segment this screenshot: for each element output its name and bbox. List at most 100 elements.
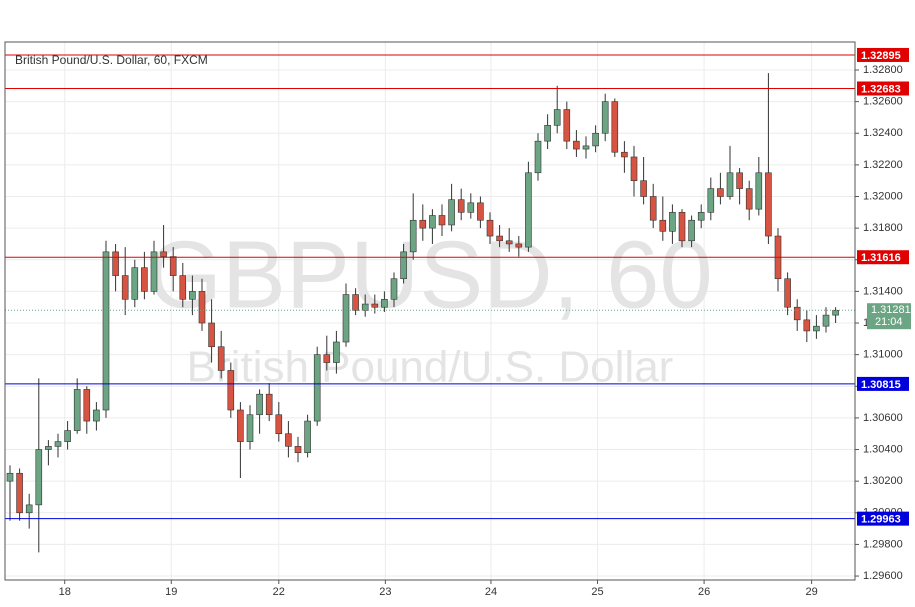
candle-body	[342, 294, 350, 343]
candle-body	[745, 188, 753, 210]
candle-body	[592, 132, 599, 147]
candle-body	[83, 389, 91, 422]
candle-body	[419, 219, 427, 229]
candle-body	[515, 243, 523, 248]
y-tick-label: 1.30600	[863, 412, 903, 424]
candle-body	[707, 188, 715, 213]
candle-body	[256, 393, 263, 416]
candle-body	[621, 151, 628, 158]
candle-body	[275, 414, 283, 435]
axes: 1.296001.298001.300001.302001.304001.306…	[59, 47, 911, 598]
candle-body	[697, 212, 705, 221]
candle-body	[352, 294, 359, 311]
candle-body	[16, 472, 23, 514]
candle-body	[169, 256, 177, 276]
candle-body	[73, 389, 81, 431]
candle-body	[333, 341, 340, 363]
x-tick-label: 26	[698, 586, 710, 598]
y-tick-label: 1.32200	[863, 159, 903, 171]
candle-body	[505, 240, 513, 245]
candle-body	[323, 354, 331, 363]
candle-body	[141, 267, 148, 292]
candle-body	[448, 199, 455, 226]
candle-body	[93, 409, 100, 422]
candle-body	[45, 446, 52, 450]
y-tick-label: 1.29800	[863, 538, 903, 550]
candle-body	[793, 306, 801, 321]
candle-body	[611, 101, 619, 153]
level-tag	[857, 47, 909, 62]
candle-body	[813, 325, 820, 332]
candle-body	[294, 446, 302, 453]
candle-body	[486, 219, 494, 237]
candle-body	[765, 172, 772, 237]
watermark: GBPUSD, 60	[147, 221, 713, 328]
candle-body	[227, 370, 235, 411]
candle-body	[659, 219, 667, 232]
candle-body	[544, 125, 551, 142]
candle-body	[630, 156, 638, 181]
candle-body	[179, 275, 187, 300]
candle-body	[285, 433, 292, 447]
level-label: 1.32683	[861, 83, 901, 95]
candle-body	[102, 251, 110, 411]
candle-body	[390, 278, 398, 300]
candle-body	[755, 172, 763, 210]
last-price-label: 1.31281	[871, 304, 911, 316]
level-tag	[857, 250, 909, 265]
y-tick-label: 1.31400	[863, 285, 903, 297]
countdown-label: 21:04	[875, 316, 903, 328]
chart-title: British Pound/U.S. Dollar, 60, FXCM	[15, 53, 208, 67]
y-tick-label: 1.29600	[863, 570, 903, 582]
candle-body	[54, 441, 62, 447]
candle-body	[121, 275, 129, 300]
candle-body	[409, 219, 417, 253]
candle-body	[64, 430, 71, 442]
y-tick-label: 1.31800	[863, 222, 903, 234]
level-label: 1.32895	[861, 50, 901, 62]
level-tag	[857, 511, 909, 526]
candle-body	[822, 314, 830, 327]
candle-body	[381, 298, 388, 308]
candle-body	[640, 180, 647, 197]
y-tick-label: 1.30400	[863, 443, 903, 455]
candle-body	[150, 251, 158, 292]
candle-body	[35, 449, 43, 506]
last-price-tag	[867, 303, 911, 330]
x-tick-label: 19	[165, 586, 177, 598]
candle-body	[429, 215, 436, 229]
level-tag	[857, 81, 909, 96]
level-label: 1.30815	[861, 379, 901, 391]
candle-body	[457, 199, 465, 213]
y-tick-label: 1.32400	[863, 127, 903, 139]
candle-body	[534, 140, 542, 174]
candle-body	[400, 251, 407, 280]
level-tag	[857, 376, 909, 391]
candle-body	[601, 101, 609, 134]
x-tick-label: 23	[379, 586, 391, 598]
grid	[5, 42, 855, 580]
candle-body	[112, 251, 119, 276]
candle-body	[217, 346, 225, 371]
x-tick-label: 24	[485, 586, 497, 598]
candle-body	[208, 322, 215, 348]
candle-body	[189, 291, 196, 300]
x-tick-label: 22	[273, 586, 285, 598]
candle-body	[6, 472, 14, 482]
candles	[6, 73, 839, 553]
levels	[5, 54, 855, 520]
candle-body	[131, 267, 139, 300]
candle-body	[438, 215, 446, 226]
candle-body	[371, 303, 379, 308]
candle-body	[582, 145, 590, 150]
candle-body	[726, 172, 734, 197]
candle-body	[265, 393, 273, 416]
candle-body	[246, 414, 254, 442]
candle-body	[717, 188, 724, 197]
candle-body	[237, 409, 244, 442]
candle-body	[573, 140, 580, 150]
x-tick-label: 18	[59, 586, 71, 598]
level-label: 1.31616	[861, 252, 901, 264]
